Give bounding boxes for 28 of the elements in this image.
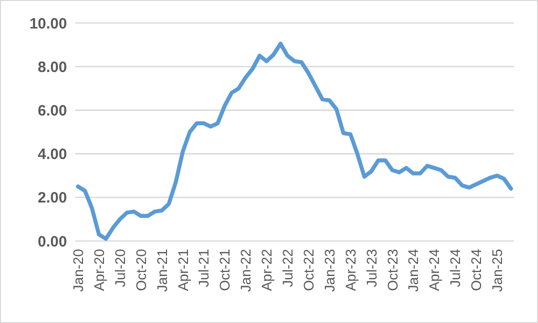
x-tick-label: Oct-22 [300, 248, 316, 292]
x-tick-label: Jul-23 [363, 248, 380, 288]
x-tick-label: Apr-23 [342, 248, 358, 292]
x-tick-label: Jan-24 [405, 248, 422, 292]
x-tick-label: Jul-21 [196, 248, 212, 288]
x-tick-label: Jan-21 [154, 248, 170, 292]
x-tick-label: Oct-21 [216, 248, 233, 292]
x-tick-label: Jan-20 [70, 248, 86, 292]
x-tick-label: Oct-23 [384, 248, 400, 292]
x-tick-label: Jan-23 [321, 248, 338, 292]
y-tick-label: 0.00 [38, 233, 67, 250]
y-tick-label: 10.00 [29, 15, 67, 32]
x-tick-label: Jul-24 [447, 248, 464, 288]
x-tick-label: Jan-22 [238, 248, 254, 292]
x-tick-label: Apr-21 [174, 248, 191, 292]
x-tick-label: Apr-20 [90, 248, 107, 292]
y-tick-label: 8.00 [38, 58, 67, 76]
y-tick-label: 4.00 [38, 146, 67, 164]
x-tick-label: Jul-22 [280, 248, 296, 288]
y-tick-label: 2.00 [38, 190, 67, 207]
x-tick-label: Apr-24 [426, 248, 442, 292]
x-tick-label: Jul-20 [112, 248, 128, 288]
x-tick-label: Oct-20 [132, 248, 149, 292]
x-tick-label: Oct-24 [468, 248, 484, 292]
x-tick-label: Jan-25 [489, 248, 506, 292]
x-tick-label: Apr-22 [258, 248, 275, 292]
line-series [76, 42, 513, 241]
y-tick-label: 6.00 [38, 102, 67, 120]
